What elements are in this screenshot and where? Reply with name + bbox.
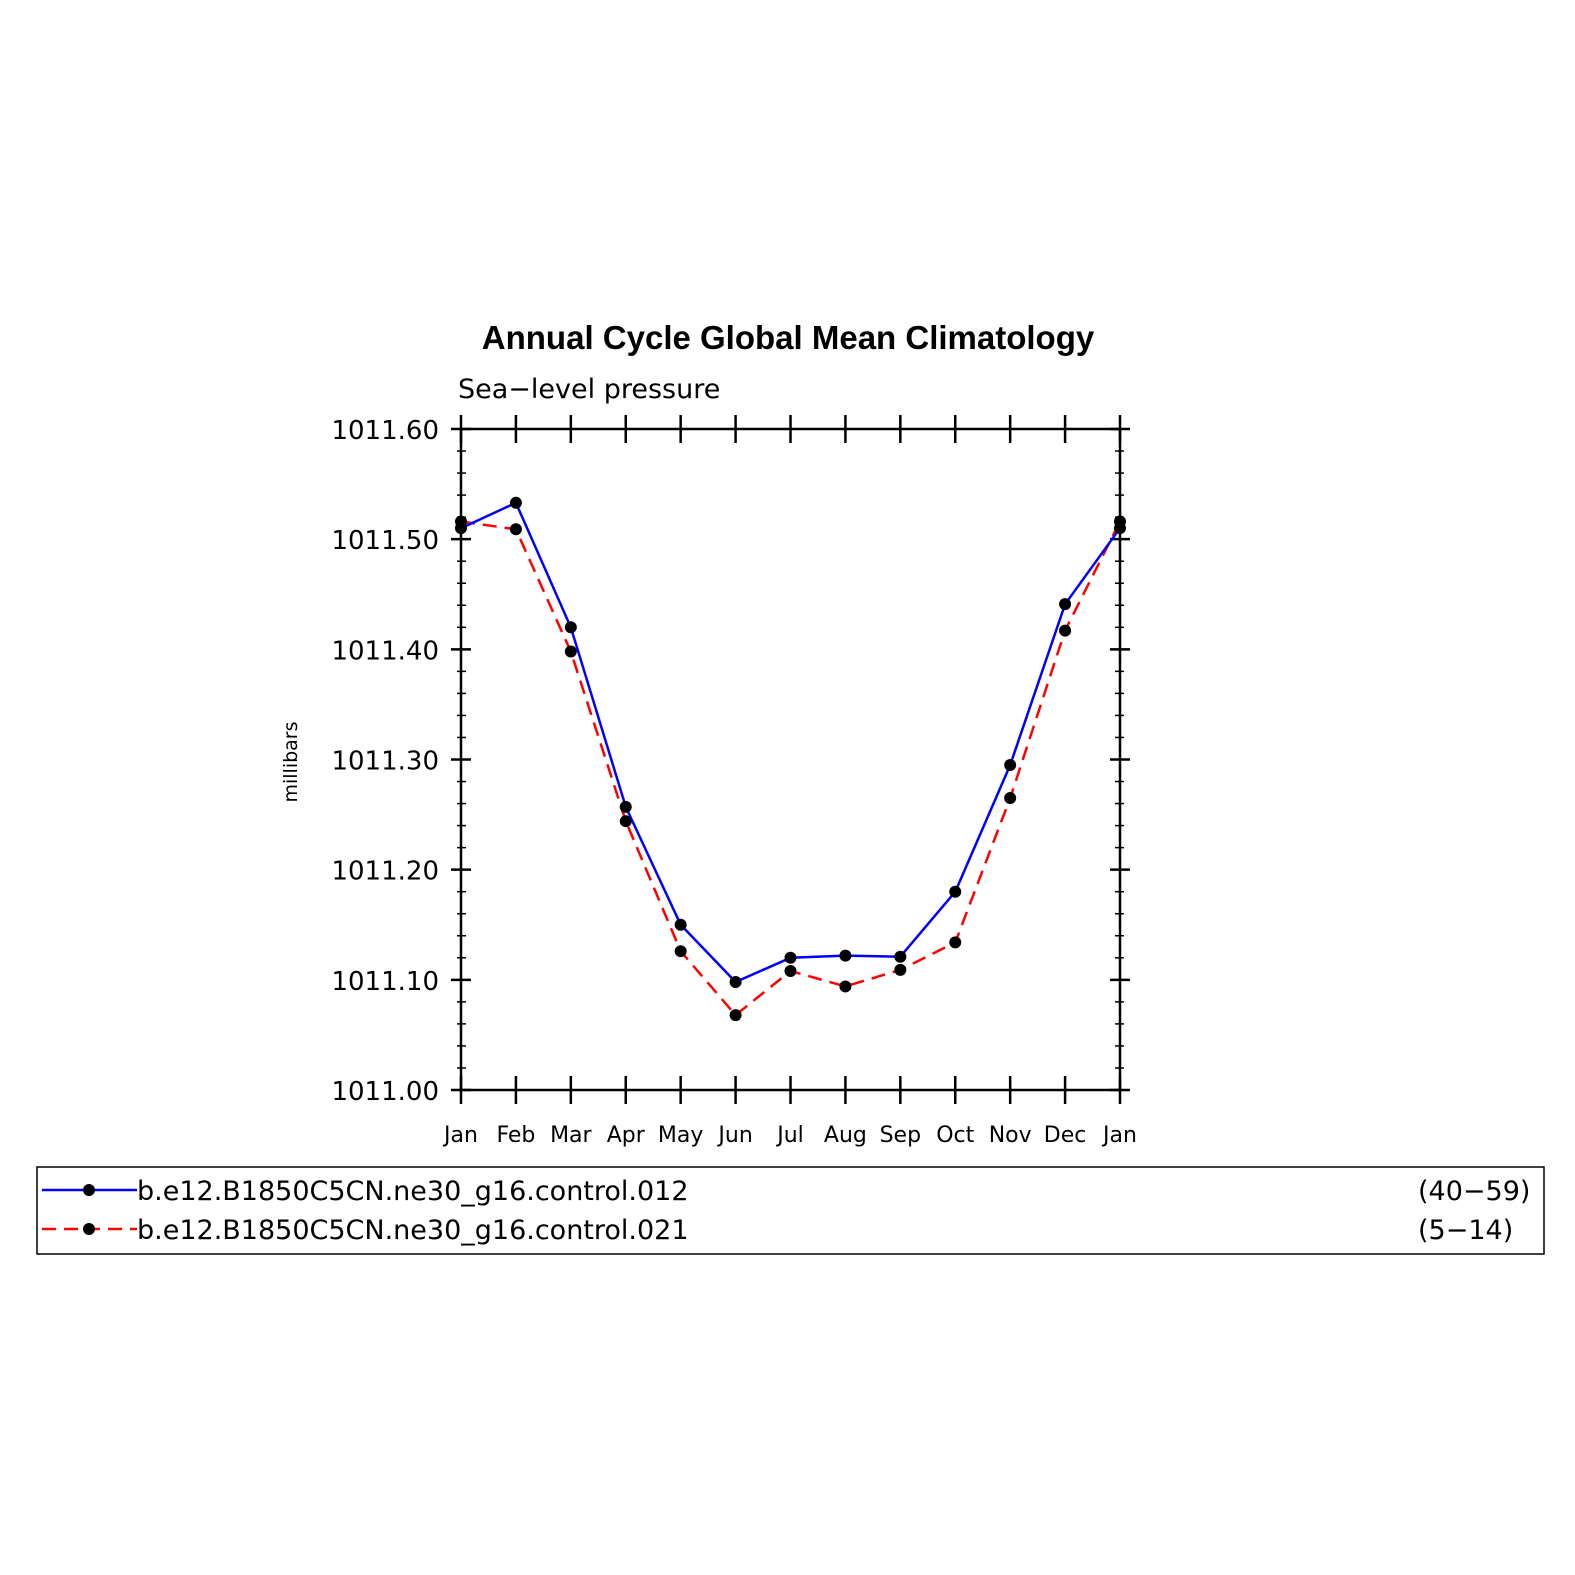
x-tick-label: Apr (607, 1123, 646, 1148)
data-point (894, 950, 907, 963)
chart-subtitle: Sea−level pressure (458, 374, 720, 405)
plot-frame (459, 427, 1122, 1092)
legend: b.e12.B1850C5CN.ne30_g16.control.012 (40−… (42, 1176, 1530, 1246)
data-point (509, 496, 522, 509)
data-point (674, 945, 687, 958)
y-axis-label: millibars (280, 721, 302, 802)
chart-title: Annual Cycle Global Mean Climatology (482, 319, 1095, 356)
data-point (729, 976, 742, 989)
legend-years: (40−59) (1418, 1176, 1530, 1207)
data-point (674, 918, 687, 931)
legend-marker (83, 1184, 95, 1196)
legend-years: (5−14) (1418, 1215, 1513, 1246)
x-tick-label: Jul (775, 1123, 804, 1148)
data-point (894, 963, 907, 976)
data-point (619, 800, 632, 813)
data-point (619, 815, 632, 828)
series-line (460, 501, 1122, 984)
data-point (839, 949, 852, 962)
x-tick-label: Dec (1044, 1123, 1087, 1148)
x-tick-label: Mar (550, 1123, 592, 1148)
x-tick-label: Jan (442, 1123, 478, 1148)
y-tick-label: 1011.20 (331, 857, 439, 887)
legend-marker (83, 1223, 95, 1235)
y-tick-label: 1011.00 (331, 1077, 439, 1107)
data-point (1059, 598, 1072, 611)
y-tick-label: 1011.40 (331, 636, 439, 666)
y-tick-label: 1011.10 (331, 967, 439, 997)
y-tick-label: 1011.60 (331, 416, 439, 446)
series-layer (455, 496, 1126, 1022)
data-point (784, 951, 797, 964)
data-point (564, 621, 577, 634)
legend-box (36, 1166, 1545, 1255)
x-tick-labels: Jan Feb Mar Apr May Jun Jul Aug Sep Oct Nov Dec Jan (442, 1123, 1137, 1148)
axis-ticks (451, 415, 1130, 1104)
data-point (1059, 624, 1072, 637)
x-tick-label: Jun (716, 1123, 752, 1148)
legend-series-name: b.e12.B1850C5CN.ne30_g16.control.012 (137, 1176, 689, 1207)
data-point (1004, 792, 1017, 805)
x-tick-label: Aug (824, 1123, 867, 1148)
data-point (729, 1009, 742, 1022)
x-tick-label: Oct (936, 1123, 974, 1148)
data-point (949, 936, 962, 949)
y-tick-label: 1011.50 (331, 526, 439, 556)
data-point (839, 980, 852, 993)
x-tick-label: Jan (1101, 1123, 1137, 1148)
x-tick-label: May (658, 1123, 703, 1148)
data-point (1004, 759, 1017, 772)
x-tick-label: Feb (496, 1123, 535, 1148)
data-point (949, 885, 962, 898)
data-point (784, 965, 797, 978)
series-line (460, 520, 1122, 1017)
x-tick-label: Nov (989, 1123, 1032, 1148)
x-tick-label: Sep (880, 1123, 921, 1148)
y-tick-labels: 1011.00 1011.10 1011.20 1011.30 1011.40 1011.… (331, 416, 439, 1107)
data-point (564, 645, 577, 658)
y-tick-label: 1011.30 (331, 747, 439, 777)
data-point (509, 523, 522, 536)
legend-series-name: b.e12.B1850C5CN.ne30_g16.control.021 (137, 1215, 689, 1246)
